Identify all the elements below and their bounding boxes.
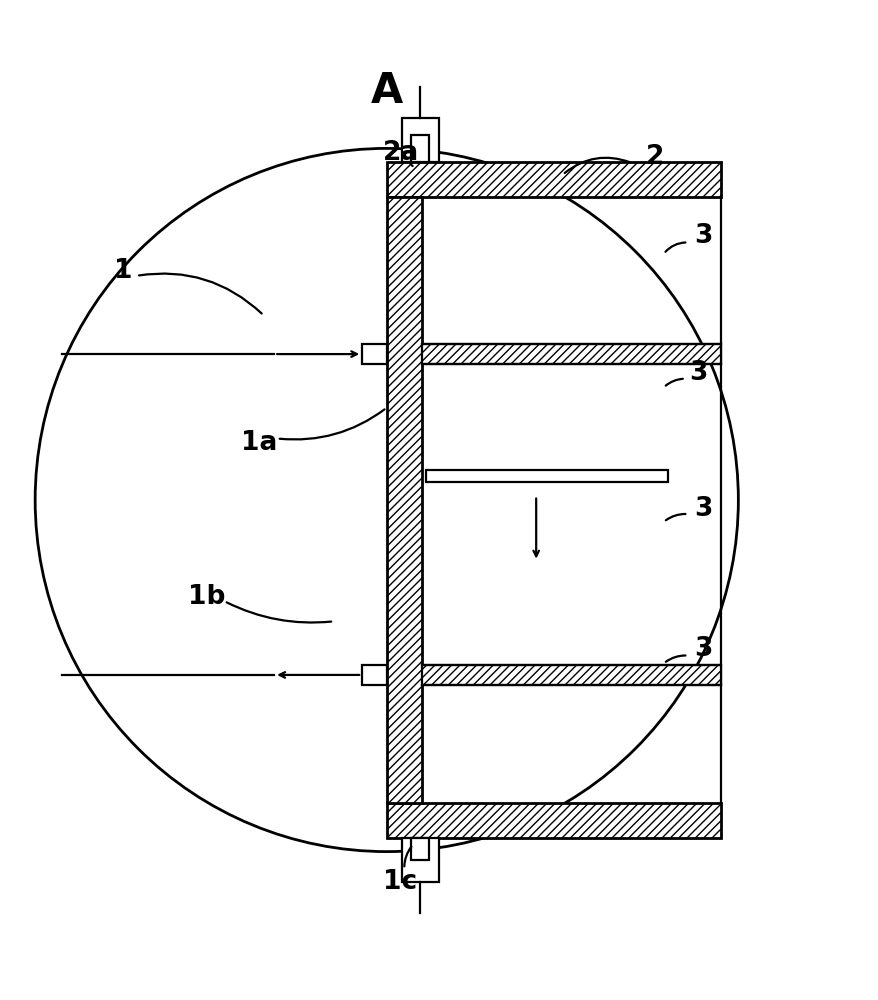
Bar <box>421 665 720 685</box>
Text: 2a: 2a <box>382 140 419 166</box>
Text: 2: 2 <box>645 144 663 170</box>
Bar <box>411 838 428 860</box>
Text: A: A <box>371 70 402 112</box>
Bar <box>386 197 421 803</box>
Text: 1c: 1c <box>383 869 416 895</box>
Bar <box>401 118 438 162</box>
Bar <box>421 344 720 364</box>
Bar <box>421 665 720 685</box>
Bar <box>401 838 438 882</box>
Bar <box>386 197 421 803</box>
Text: 1a: 1a <box>241 430 277 456</box>
Text: 3: 3 <box>689 360 707 386</box>
Bar <box>362 665 386 685</box>
Bar <box>386 162 720 197</box>
Bar <box>386 162 720 197</box>
Text: 3: 3 <box>694 636 711 662</box>
Bar <box>386 803 720 838</box>
Bar <box>426 470 667 482</box>
Bar <box>362 344 386 364</box>
Bar <box>411 135 428 162</box>
Text: 3: 3 <box>694 496 711 522</box>
Bar <box>386 803 720 838</box>
Bar <box>421 344 720 364</box>
Text: 1: 1 <box>113 258 133 284</box>
Text: 1b: 1b <box>188 584 225 610</box>
Text: 3: 3 <box>694 223 711 249</box>
